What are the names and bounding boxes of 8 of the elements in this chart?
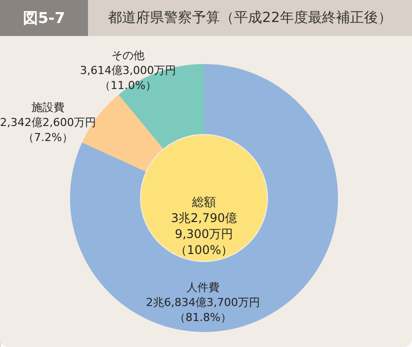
- slice-label: 施設費: [32, 101, 64, 114]
- text: 総額3兆2,790億9,300万円（100%）: [171, 195, 237, 257]
- slice-label: その他: [112, 49, 144, 62]
- chart-title: 都道府県警察予算（平成22年度最終補正後）: [108, 10, 392, 26]
- caption: 図5-7: [22, 9, 66, 27]
- data-label: 2,342億2,600万円（7.2%）: [0, 116, 96, 144]
- slice-label: 人件費: [186, 281, 220, 294]
- data-label: 2兆6,834億3,700万円（81.8%）: [146, 296, 260, 324]
